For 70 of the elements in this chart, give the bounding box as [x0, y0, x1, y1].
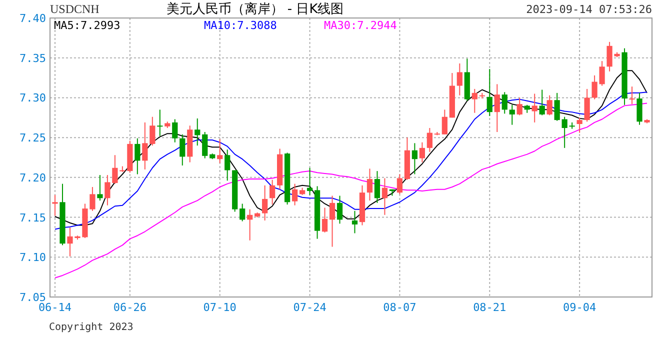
candlestick — [322, 207, 328, 233]
candlestick — [240, 203, 246, 222]
line-series — [54, 92, 648, 230]
candlestick — [194, 118, 200, 146]
candlestick — [336, 195, 343, 224]
candlestick — [539, 89, 545, 116]
candlestick — [442, 109, 448, 135]
candlestick — [554, 92, 560, 122]
y-tick-label: 7.40 — [20, 12, 46, 25]
candlestick — [584, 88, 590, 122]
text: MA30:7.2944 — [324, 19, 398, 32]
candlestick — [224, 149, 230, 182]
candlestick — [180, 134, 186, 166]
x-tick-label: 07-10 — [203, 301, 236, 314]
candlestick — [509, 104, 515, 126]
candlestick — [396, 174, 403, 195]
candlestick — [629, 86, 635, 105]
candlestick — [412, 142, 418, 175]
text: Copyright 2023 — [49, 322, 134, 333]
candlestick — [270, 179, 276, 206]
candlestick — [172, 118, 178, 143]
y-tick-label: 7.35 — [20, 52, 46, 65]
candlestick — [150, 116, 156, 146]
candlestick — [157, 109, 163, 136]
x-tick-label: 08-21 — [473, 301, 506, 314]
text: MA10:7.3088 — [204, 19, 277, 32]
text: USDCNH — [50, 2, 100, 16]
y-tick-label: 7.20 — [20, 171, 46, 184]
candlestick — [636, 92, 642, 126]
candlestick — [374, 170, 380, 204]
candlestick — [134, 138, 140, 175]
candlestick — [494, 84, 500, 132]
candlestick — [456, 62, 462, 96]
candlestick — [262, 184, 268, 221]
y-tick-label: 7.10 — [20, 251, 46, 264]
candlestick — [502, 92, 508, 114]
text: 2023-09-14 07:53:26 — [526, 3, 652, 16]
candlestick — [426, 128, 432, 152]
x-tick-label: 06-26 — [113, 301, 146, 314]
candlestick — [247, 208, 253, 241]
candlestick — [217, 138, 223, 164]
y-tick-label: 7.05 — [20, 291, 46, 304]
x-tick-label: 08-07 — [383, 301, 416, 314]
candlestick — [366, 168, 373, 202]
x-tick-label: 09-04 — [562, 301, 596, 314]
candlestick — [576, 117, 582, 134]
candlestick — [486, 68, 492, 117]
candlestick — [329, 195, 336, 248]
candlestick — [516, 97, 522, 116]
candlestick — [97, 174, 103, 202]
y-tick-label: 7.30 — [20, 92, 46, 105]
candlestick — [142, 122, 148, 170]
line-series — [54, 70, 648, 226]
y-tick-label: 7.25 — [20, 132, 46, 145]
candlestick — [546, 94, 552, 116]
chart-title: 美元人民币（离岸） - 日K线图 — [166, 1, 344, 17]
candlestick — [532, 93, 538, 123]
candlestick — [292, 183, 298, 206]
candlestick — [419, 142, 425, 163]
candlestick — [472, 88, 478, 114]
candlestick — [382, 178, 388, 216]
x-tick-label: 06-14 — [38, 301, 72, 314]
candlestick — [562, 116, 568, 148]
y-tick-label: 7.15 — [20, 211, 46, 224]
candlestick — [52, 194, 58, 216]
candlestick — [202, 131, 208, 159]
candlestick — [352, 210, 358, 234]
x-tick-label: 07-24 — [293, 301, 327, 314]
text: MA5:7.2993 — [54, 19, 120, 32]
candlestick — [306, 167, 313, 196]
